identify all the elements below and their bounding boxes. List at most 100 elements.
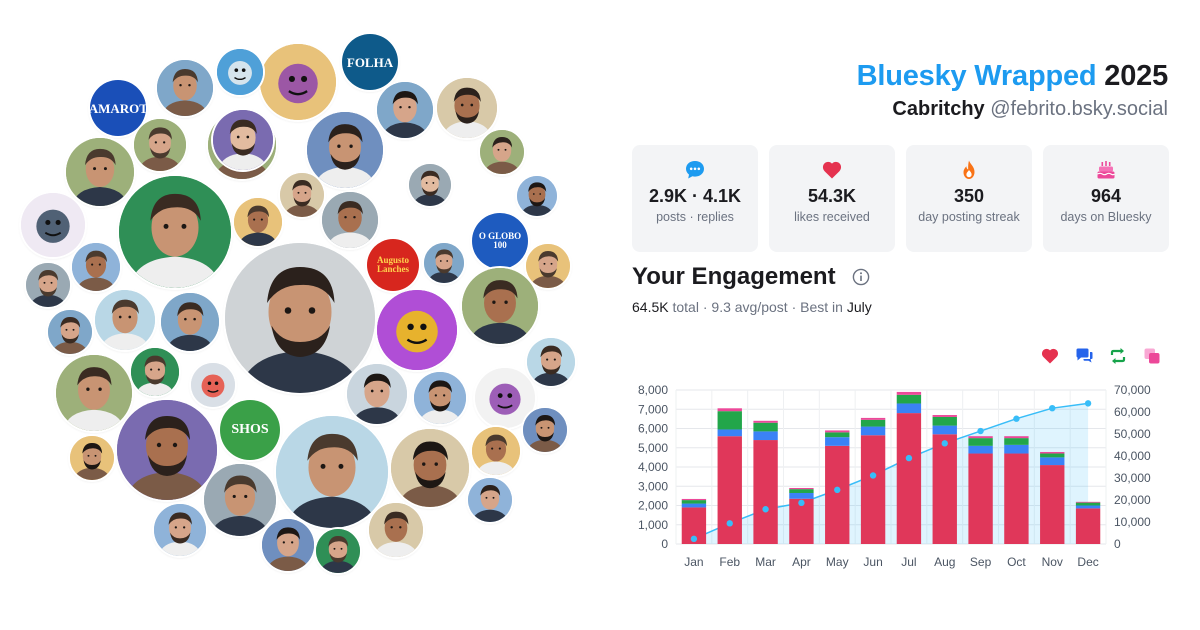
illustration-icon xyxy=(217,49,263,95)
avatar[interactable] xyxy=(472,427,520,475)
bar-segment-reposts xyxy=(753,422,778,432)
y-tick-label: 0 xyxy=(661,537,668,551)
avatar-shos[interactable]: SHOS xyxy=(220,400,280,460)
cumulative-point xyxy=(834,486,841,494)
avatar[interactable] xyxy=(234,198,282,246)
person-face-icon xyxy=(131,348,179,396)
x-tick-label: Apr xyxy=(792,555,811,569)
avatar[interactable] xyxy=(414,372,466,424)
avatar[interactable] xyxy=(409,164,451,206)
avatar[interactable] xyxy=(262,519,314,571)
person-face-icon xyxy=(347,364,407,424)
avatar[interactable] xyxy=(131,348,179,396)
avatar[interactable] xyxy=(523,408,567,452)
avatar[interactable] xyxy=(134,119,186,171)
avatar[interactable] xyxy=(26,263,70,307)
bar-segment-quotes xyxy=(789,487,814,490)
avatar[interactable] xyxy=(119,176,231,288)
avatar[interactable] xyxy=(468,478,512,522)
bar-segment-likes xyxy=(860,435,886,544)
y-tick-label: 1,000 xyxy=(638,518,668,532)
avatar[interactable] xyxy=(437,78,497,138)
bar-segment-quotes xyxy=(860,417,886,420)
bar-segment-likes xyxy=(825,445,850,544)
legend-reposts-repost-icon[interactable] xyxy=(1108,346,1128,366)
x-tick-label: Feb xyxy=(719,555,740,569)
avatar[interactable] xyxy=(157,60,213,116)
avatar[interactable] xyxy=(72,243,120,291)
y2-tick-label: 30,000 xyxy=(1114,471,1151,485)
avatar[interactable] xyxy=(70,436,114,480)
avatar[interactable] xyxy=(322,192,378,248)
heart-icon xyxy=(769,159,895,181)
avatar[interactable] xyxy=(48,310,92,354)
cumulative-point xyxy=(869,472,877,479)
cumulative-point xyxy=(1013,415,1020,422)
avatar-o-globo-100[interactable]: O GLOBO 100 xyxy=(472,213,528,269)
avatar[interactable] xyxy=(480,130,524,174)
speech-bubble-icon xyxy=(632,159,758,181)
avatar[interactable] xyxy=(526,244,570,288)
legend-quotes-quote-icon[interactable] xyxy=(1142,346,1162,366)
avatar[interactable] xyxy=(161,293,219,351)
avatar[interactable] xyxy=(517,176,557,216)
person-face-icon xyxy=(154,504,206,556)
stat-label: day posting streak xyxy=(918,210,1020,224)
avatar[interactable] xyxy=(260,44,336,120)
bar-segment-reposts xyxy=(825,432,850,438)
avatar[interactable] xyxy=(316,529,360,573)
avatar[interactable] xyxy=(56,355,132,431)
avatar[interactable] xyxy=(95,290,155,350)
person-face-icon xyxy=(409,164,451,206)
avatar[interactable] xyxy=(377,290,457,370)
cumulative-point xyxy=(798,499,805,507)
avatar[interactable] xyxy=(154,504,206,556)
legend-replies-reply-icon[interactable] xyxy=(1074,346,1094,366)
person-face-icon xyxy=(517,176,557,216)
avatar[interactable] xyxy=(307,112,383,188)
avatar[interactable] xyxy=(225,243,375,393)
avatar[interactable] xyxy=(391,429,469,507)
avatar[interactable] xyxy=(347,364,407,424)
bar-segment-reposts xyxy=(932,416,957,426)
y2-tick-label: 20,000 xyxy=(1114,493,1151,507)
bar-segment-reposts xyxy=(1040,453,1065,458)
person-face-icon xyxy=(424,243,464,283)
avatar[interactable] xyxy=(191,363,235,407)
illustration-icon xyxy=(260,44,336,120)
avatar[interactable] xyxy=(369,503,423,557)
total-label: total xyxy=(672,299,699,315)
bar-segment-replies xyxy=(1040,457,1065,466)
y2-tick-label: 50,000 xyxy=(1114,427,1151,441)
avatar[interactable] xyxy=(424,243,464,283)
stat-value: 54.3K xyxy=(807,186,857,206)
person-face-icon xyxy=(523,408,567,452)
avatar[interactable] xyxy=(204,464,276,536)
flame-icon xyxy=(906,159,1032,181)
cake-icon xyxy=(1043,159,1169,181)
avatar[interactable] xyxy=(117,400,217,500)
avatar[interactable] xyxy=(527,338,575,386)
engagement-chart: 8,000 7,000 6,000 5,000 4,000 3,000 2,000 1,000… xyxy=(638,383,1151,569)
legend-likes-heart-icon[interactable] xyxy=(1040,346,1060,366)
avatar-augusto-lanches[interactable]: Augusto Lanches xyxy=(367,239,419,291)
y2-tick-label: 10,000 xyxy=(1114,515,1151,529)
x-tick-label: May xyxy=(826,555,849,569)
wrapped-header: Bluesky Wrapped 2025 Cabritchy @febrito.… xyxy=(857,58,1169,122)
y-tick-label: 4,000 xyxy=(638,460,668,474)
avatar-folha[interactable]: FOLHA xyxy=(342,34,398,90)
avatar[interactable] xyxy=(377,82,433,138)
avatar[interactable] xyxy=(217,49,263,95)
info-icon[interactable] xyxy=(852,268,870,286)
bar-segment-replies xyxy=(932,425,957,435)
bar-segment-replies xyxy=(789,492,814,499)
avatar[interactable] xyxy=(462,268,538,344)
person-face-icon xyxy=(262,519,314,571)
engagement-title: Your Engagement xyxy=(632,263,836,290)
stat-card-days: 964 days on Bluesky xyxy=(1043,145,1169,252)
person-face-icon xyxy=(369,503,423,557)
avatar[interactable] xyxy=(280,173,324,217)
avatar[interactable] xyxy=(213,110,273,170)
cumulative-point xyxy=(762,506,769,513)
y-tick-label: 3,000 xyxy=(638,479,668,493)
